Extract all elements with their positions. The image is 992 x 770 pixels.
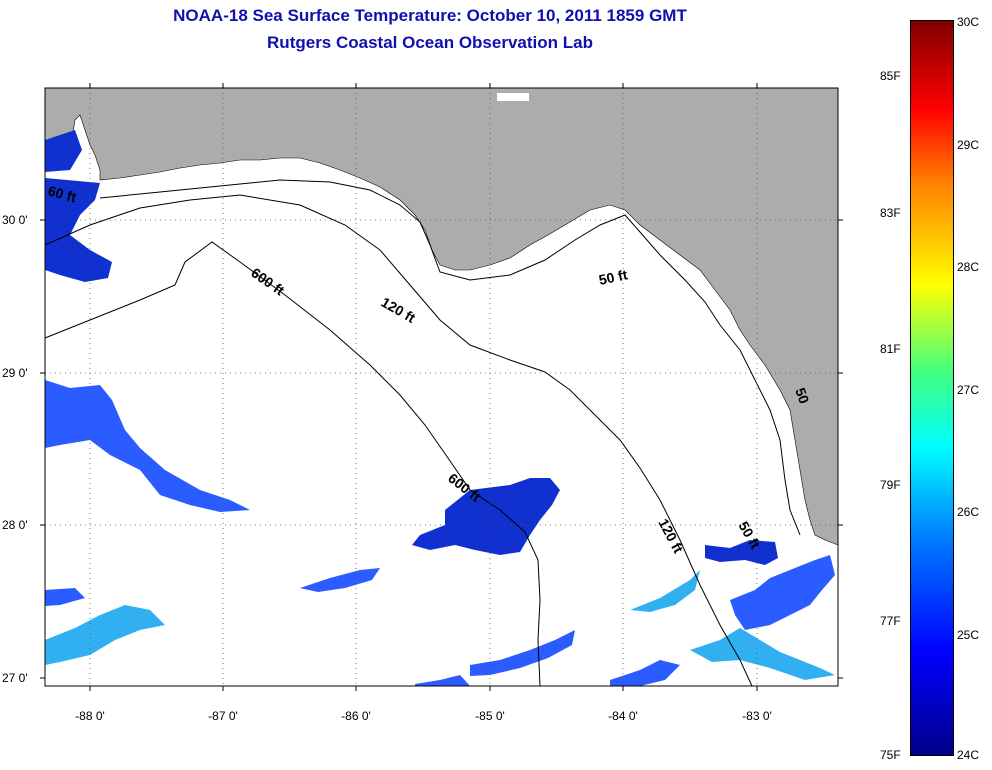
temperature-colorbar [910, 20, 954, 756]
sst-patch [412, 478, 560, 555]
colorbar-label-81f: 81F [880, 342, 901, 356]
contour-50ft [99, 179, 801, 536]
colorbar-label-27c: 27C [957, 383, 980, 397]
colorbar-label-30c: 30C [957, 15, 980, 29]
sst-patch [630, 570, 700, 612]
depth-contours [44, 179, 801, 687]
inland-water [497, 93, 529, 101]
colorbar-label-29c: 29C [957, 138, 980, 152]
lon-label-85: -85 0' [475, 709, 505, 723]
sst-patch [690, 628, 835, 680]
colorbar-label-85f: 85F [880, 69, 901, 83]
colorbar-label-24c: 24C [957, 748, 980, 762]
map-title: NOAA-18 Sea Surface Temperature: October… [173, 6, 687, 25]
colorbar-label-26c: 26C [957, 505, 980, 519]
contour-label-50ft: 50 ft [597, 266, 629, 288]
colorbar-label-28c: 28C [957, 260, 980, 274]
map-frame [44, 87, 839, 687]
sst-patch [45, 588, 85, 606]
lon-label-87: -87 0' [208, 709, 238, 723]
colorbar-label-75f: 75F [880, 748, 901, 762]
lat-label-28: 28 0' [2, 518, 28, 532]
sst-patch [730, 555, 835, 630]
sst-patch [705, 540, 778, 565]
colorbar-label-79f: 79F [880, 478, 901, 492]
lon-label-83: -83 0' [742, 709, 772, 723]
sst-patch [45, 380, 250, 512]
colorbar-label-77f: 77F [880, 614, 901, 628]
contour-label-50-3: 50 [792, 386, 812, 406]
sst-patch [45, 605, 165, 665]
sst-patch [300, 568, 380, 592]
lat-label-29: 29 0' [2, 366, 28, 380]
contour-600ft [44, 241, 541, 687]
tick-marks [40, 83, 843, 691]
lon-label-88: -88 0' [75, 709, 105, 723]
sst-map: 30 0' 29 0' 28 0' 27 0' -88 0' -87 0' -8… [2, 83, 843, 723]
lon-label-84: -84 0' [608, 709, 638, 723]
contour-label-60ft: 60 ft [46, 182, 78, 205]
sst-patch [415, 675, 470, 686]
sst-patch [45, 178, 112, 282]
colorbar-label-83f: 83F [880, 206, 901, 220]
lat-label-30: 30 0' [2, 213, 28, 227]
sst-patch [470, 630, 575, 676]
map-subtitle: Rutgers Coastal Ocean Observation Lab [267, 33, 593, 52]
colorbar-label-25c: 25C [957, 628, 980, 642]
lon-label-86: -86 0' [341, 709, 371, 723]
sst-patch [45, 130, 82, 172]
graticule [45, 88, 838, 686]
sst-patches [45, 130, 835, 686]
lat-label-27: 27 0' [2, 671, 28, 685]
land-area [44, 87, 839, 546]
sst-patch [610, 660, 680, 686]
contour-120ft [44, 194, 753, 687]
